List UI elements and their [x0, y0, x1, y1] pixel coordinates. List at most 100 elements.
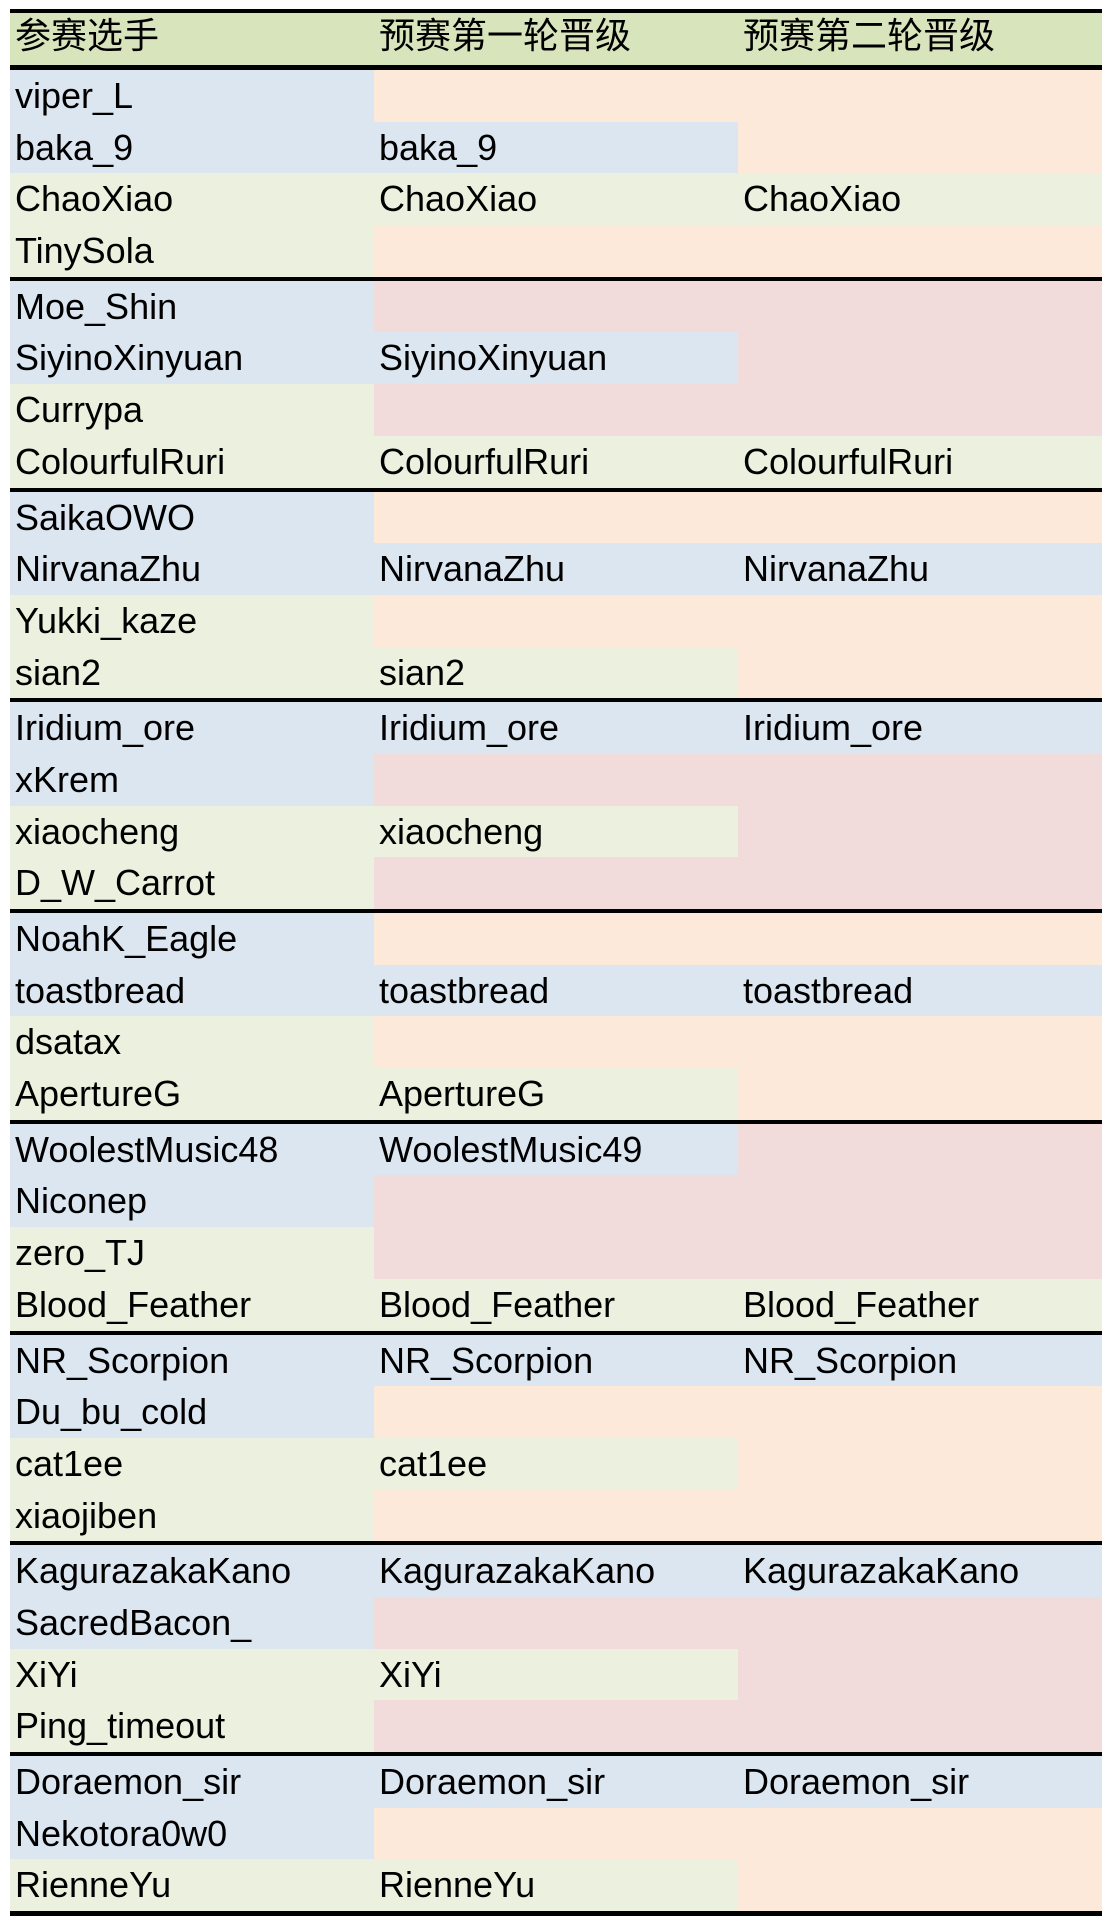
table-row: Nekotora0w0	[10, 1807, 1102, 1860]
player-cell: SiyinoXinyuan	[10, 332, 374, 385]
player-cell: NR_Scorpion	[10, 1334, 374, 1387]
header-row: 参赛选手 预赛第一轮晋级 预赛第二轮晋级	[10, 9, 1102, 70]
bracket-table: 参赛选手 预赛第一轮晋级 预赛第二轮晋级 viper_L baka_9 baka_9…	[10, 9, 1102, 1916]
round2-cell: ColourfulRuri	[738, 435, 1102, 488]
table-row: ApertureG ApertureG	[10, 1068, 1102, 1120]
player-cell: xiaocheng	[10, 805, 374, 858]
player-cell: xiaojiben	[10, 1489, 374, 1542]
player-cell: D_W_Carrot	[10, 857, 374, 909]
round1-cell: baka_9	[374, 121, 738, 174]
player-cell: NoahK_Eagle	[10, 913, 374, 965]
table-row: Blood_Feather Blood_Feather Blood_Feather	[10, 1278, 1102, 1331]
table-row: zero_TJ	[10, 1227, 1102, 1279]
round1-cell	[374, 1016, 738, 1069]
round1-cell: XiYi	[374, 1648, 738, 1701]
player-cell: WoolestMusic48	[10, 1123, 374, 1176]
table-row: baka_9 baka_9	[10, 121, 1102, 174]
round1-cell: sian2	[374, 646, 738, 699]
header-players: 参赛选手	[15, 15, 160, 56]
round1-cell	[374, 225, 738, 277]
table-row: Yukki_kaze	[10, 594, 1102, 647]
round1-cell: WoolestMusic49	[374, 1123, 738, 1176]
round2-cell: KagurazakaKano	[738, 1545, 1102, 1597]
round2-cell	[738, 753, 1102, 806]
round1-cell: RienneYu	[374, 1859, 738, 1912]
round1-cell	[374, 753, 738, 806]
player-cell: viper_L	[10, 70, 374, 122]
player-cell: Moe_Shin	[10, 280, 374, 333]
round2-cell	[738, 1596, 1102, 1649]
round1-cell: SiyinoXinyuan	[374, 332, 738, 385]
round2-cell	[738, 491, 1102, 544]
round1-cell	[374, 857, 738, 909]
round2-cell	[738, 1123, 1102, 1176]
player-cell: SacredBacon_	[10, 1596, 374, 1649]
table-row: D_W_Carrot	[10, 857, 1102, 909]
round1-cell: ColourfulRuri	[374, 435, 738, 488]
player-cell: Yukki_kaze	[10, 594, 374, 647]
table-row: toastbread toastbread toastbread	[10, 964, 1102, 1017]
round1-cell: ApertureG	[374, 1068, 738, 1120]
round2-cell	[738, 1648, 1102, 1701]
table-row: Moe_Shin	[10, 276, 1102, 333]
table-row: Doraemon_sir Doraemon_sir Doraemon_sir	[10, 1752, 1102, 1808]
round1-cell	[374, 1489, 738, 1542]
round2-cell	[738, 1386, 1102, 1438]
player-cell: TinySola	[10, 225, 374, 277]
round2-cell	[738, 805, 1102, 858]
table-row: XiYi XiYi	[10, 1648, 1102, 1701]
player-cell: zero_TJ	[10, 1227, 374, 1279]
table-row: Ping_timeout	[10, 1700, 1102, 1752]
player-cell: dsatax	[10, 1016, 374, 1069]
player-cell: ApertureG	[10, 1068, 374, 1120]
player-cell: xKrem	[10, 753, 374, 806]
table-row: KagurazakaKano KagurazakaKano KagurazakaKa…	[10, 1541, 1102, 1597]
table-row: TinySola	[10, 225, 1102, 277]
round1-cell	[374, 70, 738, 122]
table-row: ChaoXiao ChaoXiao ChaoXiao	[10, 173, 1102, 226]
table-row: Currypa	[10, 384, 1102, 436]
table-row: NoahK_Eagle	[10, 909, 1102, 965]
table-row: SiyinoXinyuan SiyinoXinyuan	[10, 332, 1102, 385]
header-round2: 预赛第二轮晋级	[743, 15, 996, 56]
round2-cell	[738, 1859, 1102, 1912]
round2-cell: Blood_Feather	[738, 1278, 1102, 1331]
table-row: Iridium_ore Iridium_ore Iridium_ore	[10, 698, 1102, 754]
table-row: WoolestMusic48 WoolestMusic49	[10, 1119, 1102, 1176]
table-row: Niconep	[10, 1175, 1102, 1228]
table-row: sian2 sian2	[10, 646, 1102, 699]
table-row: NR_Scorpion NR_Scorpion NR_Scorpion	[10, 1330, 1102, 1387]
table-row: ColourfulRuri ColourfulRuri ColourfulRuri	[10, 435, 1102, 488]
round2-cell	[738, 384, 1102, 436]
round2-cell: NR_Scorpion	[738, 1334, 1102, 1387]
round1-cell: NirvanaZhu	[374, 543, 738, 595]
player-cell: Du_bu_cold	[10, 1386, 374, 1438]
player-cell: Doraemon_sir	[10, 1756, 374, 1808]
player-cell: KagurazakaKano	[10, 1545, 374, 1597]
round1-cell	[374, 1700, 738, 1752]
round2-cell	[738, 121, 1102, 174]
round1-cell: ChaoXiao	[374, 173, 738, 226]
round1-cell: Doraemon_sir	[374, 1756, 738, 1808]
table-body: viper_L baka_9 baka_9 ChaoXiao ChaoXiao ChaoX…	[10, 70, 1102, 1916]
round1-cell: NR_Scorpion	[374, 1334, 738, 1387]
round1-cell	[374, 491, 738, 544]
round2-cell: ChaoXiao	[738, 173, 1102, 226]
round1-cell	[374, 280, 738, 333]
player-cell: Ping_timeout	[10, 1700, 374, 1752]
round2-cell: NirvanaZhu	[738, 543, 1102, 595]
player-cell: Blood_Feather	[10, 1278, 374, 1331]
table-row: Du_bu_cold	[10, 1386, 1102, 1438]
round1-cell: Blood_Feather	[374, 1278, 738, 1331]
table-row: xiaocheng xiaocheng	[10, 805, 1102, 858]
round2-cell	[738, 1175, 1102, 1228]
player-cell: toastbread	[10, 964, 374, 1017]
player-cell: Currypa	[10, 384, 374, 436]
player-cell: XiYi	[10, 1648, 374, 1701]
round1-cell: Iridium_ore	[374, 702, 738, 754]
round2-cell	[738, 857, 1102, 909]
player-cell: RienneYu	[10, 1859, 374, 1912]
round2-cell	[738, 1437, 1102, 1490]
round1-cell	[374, 594, 738, 647]
round1-cell	[374, 1386, 738, 1438]
